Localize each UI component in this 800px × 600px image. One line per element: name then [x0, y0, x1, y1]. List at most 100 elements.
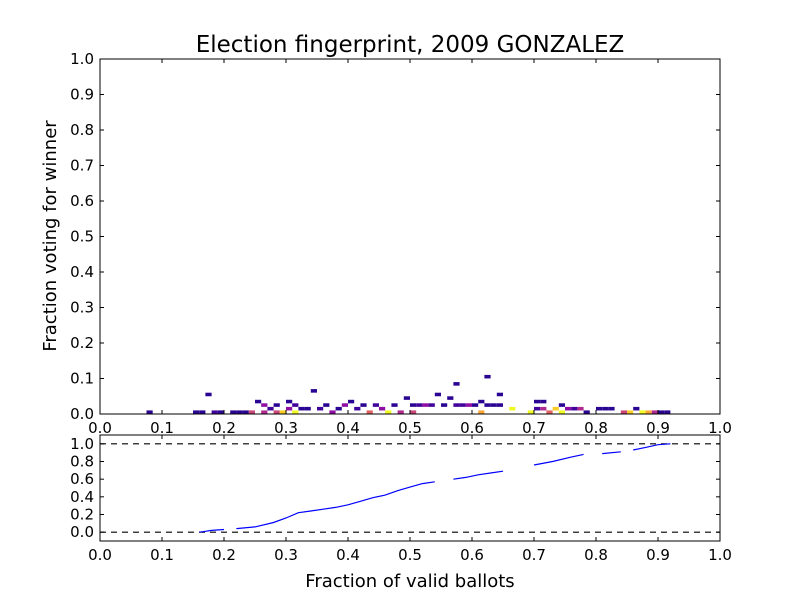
x-tick-label: 0.3 — [274, 546, 298, 564]
heatmap-cell — [422, 403, 429, 407]
heatmap-cells — [146, 374, 671, 414]
heatmap-cell — [205, 392, 212, 397]
y-tick-label: 0.9 — [70, 86, 94, 104]
x-tick-label: 0.4 — [336, 419, 360, 437]
heatmap-cell — [193, 410, 200, 414]
heatmap-cell — [527, 410, 534, 414]
heatmap-cell — [540, 399, 547, 404]
x-tick-label: 0.1 — [150, 546, 174, 564]
heatmap-cell — [360, 403, 367, 407]
heatmap-cell — [397, 410, 404, 414]
heatmap-cell — [478, 410, 485, 414]
heatmap-cell — [434, 392, 441, 397]
heatmap-cell — [273, 410, 280, 414]
heatmap-cell — [490, 403, 497, 407]
heatmap-cell — [366, 410, 373, 414]
heatmap-cell — [310, 389, 317, 393]
heatmap-cell — [211, 410, 218, 414]
cumulative-line-segment — [602, 451, 621, 455]
x-tick-label: 0.9 — [646, 419, 670, 437]
top-y-axis-label: Fraction voting for winner — [40, 120, 61, 352]
cumulative-axis-ticks: 0.0 0.1 0.2 0.3 0.4 0.5 0.6 0.7 0.8 0.9 1.00.00.20… — [70, 435, 732, 564]
heatmap-cell — [472, 403, 479, 407]
heatmap-cell — [478, 399, 485, 404]
x-tick-label: 0.1 — [150, 419, 174, 437]
heatmap-cell — [583, 410, 590, 414]
heatmap-cell — [651, 410, 658, 414]
heatmap-cell — [236, 410, 243, 414]
y-tick-label: 0.5 — [70, 228, 94, 246]
heatmap-cell — [286, 406, 293, 411]
heatmap-cell — [261, 403, 268, 407]
x-tick-label: 0.0 — [88, 419, 112, 437]
heatmap-cell — [608, 406, 615, 411]
heatmap-cell — [317, 406, 324, 411]
heatmap-cell — [230, 410, 237, 414]
x-tick-label: 0.0 — [88, 546, 112, 564]
heatmap-plot-frame — [99, 58, 721, 415]
heatmap-cell — [273, 403, 280, 407]
heatmap-cell — [217, 410, 224, 414]
heatmap-cell — [242, 410, 249, 414]
heatmap-cell — [428, 403, 435, 407]
heatmap-cell — [546, 410, 553, 414]
heatmap-cell — [484, 374, 491, 379]
y-tick-label: 0.2 — [70, 506, 94, 524]
heatmap-cell — [484, 403, 491, 407]
heatmap-cell — [261, 410, 268, 414]
x-tick-label: 0.6 — [460, 546, 484, 564]
y-tick-label: 1.0 — [70, 435, 94, 453]
heatmap-cell — [379, 406, 386, 411]
y-tick-label: 0.3 — [70, 299, 94, 317]
heatmap-cell — [496, 392, 503, 397]
heatmap-axis-ticks: 0.0 0.1 0.2 0.3 0.4 0.5 0.6 0.7 0.8 0.9 1.0 0.0 0.1 0… — [70, 50, 732, 437]
x-tick-label: 0.7 — [522, 546, 546, 564]
y-tick-label: 1.0 — [70, 50, 94, 68]
heatmap-cell — [348, 399, 355, 404]
heatmap-cell — [323, 403, 330, 407]
heatmap-cell — [292, 410, 299, 414]
heatmap-cell — [596, 406, 603, 411]
heatmap-cell — [199, 410, 206, 414]
y-tick-label: 0.2 — [70, 334, 94, 352]
heatmap-cell — [416, 403, 423, 407]
x-tick-label: 1.0 — [708, 546, 732, 564]
heatmap-cell — [410, 410, 417, 414]
heatmap-cell — [577, 406, 584, 411]
heatmap-cell — [627, 410, 634, 414]
heatmap-cell — [298, 406, 305, 411]
heatmap-cell — [292, 403, 299, 407]
heatmap-cell — [465, 403, 472, 407]
heatmap-cell — [304, 406, 311, 411]
heatmap-cell — [658, 410, 665, 414]
heatmap-cell — [534, 406, 541, 411]
x-tick-label: 0.3 — [274, 419, 298, 437]
y-tick-label: 0.8 — [70, 453, 94, 471]
x-tick-label: 1.0 — [708, 419, 732, 437]
heatmap-cell — [453, 382, 460, 386]
y-tick-label: 0.1 — [70, 370, 94, 388]
cumulative-line-segment — [453, 470, 504, 480]
x-tick-label: 0.2 — [212, 419, 236, 437]
y-tick-label: 0.6 — [70, 470, 94, 488]
heatmap-cell — [558, 410, 565, 414]
heatmap-cell — [286, 399, 293, 404]
y-tick-label: 0.7 — [70, 157, 94, 175]
heatmap-cell — [558, 403, 565, 407]
heatmap-cell — [248, 410, 255, 414]
heatmap-cell — [645, 410, 652, 414]
x-tick-label: 0.8 — [584, 419, 608, 437]
cumulative-line-segment — [236, 481, 435, 530]
x-tick-label: 0.6 — [460, 419, 484, 437]
heatmap-cell — [391, 403, 398, 407]
heatmap-cell — [453, 403, 460, 407]
heatmap-cell — [403, 396, 410, 400]
x-tick-label: 0.5 — [398, 546, 422, 564]
y-tick-label: 0.6 — [70, 192, 94, 210]
cumulative-line-segment — [199, 528, 225, 533]
heatmap-cell — [552, 406, 559, 411]
heatmap-cell — [534, 399, 541, 404]
heatmap-cell — [540, 406, 547, 411]
y-tick-label: 0.0 — [70, 405, 94, 423]
